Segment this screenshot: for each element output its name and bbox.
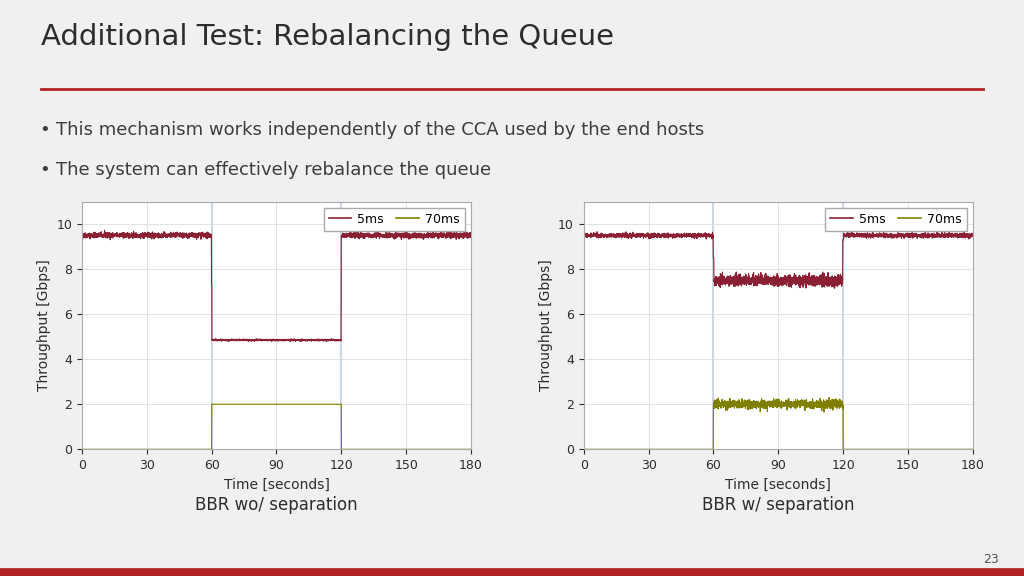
- Text: •: •: [39, 121, 49, 139]
- Text: BBR w/ separation: BBR w/ separation: [702, 496, 854, 514]
- Text: 23: 23: [983, 554, 998, 566]
- Y-axis label: Throughput [Gbps]: Throughput [Gbps]: [539, 260, 553, 391]
- Y-axis label: Throughput [Gbps]: Throughput [Gbps]: [37, 260, 51, 391]
- Legend: 5ms, 70ms: 5ms, 70ms: [825, 208, 967, 231]
- X-axis label: Time [seconds]: Time [seconds]: [725, 478, 831, 491]
- Text: The system can effectively rebalance the queue: The system can effectively rebalance the…: [56, 161, 492, 179]
- Legend: 5ms, 70ms: 5ms, 70ms: [324, 208, 465, 231]
- X-axis label: Time [seconds]: Time [seconds]: [223, 478, 330, 491]
- Text: This mechanism works independently of the CCA used by the end hosts: This mechanism works independently of th…: [56, 121, 705, 139]
- Text: Additional Test: Rebalancing the Queue: Additional Test: Rebalancing the Queue: [41, 23, 614, 51]
- Text: BBR wo/ separation: BBR wo/ separation: [196, 496, 357, 514]
- Text: •: •: [39, 161, 49, 179]
